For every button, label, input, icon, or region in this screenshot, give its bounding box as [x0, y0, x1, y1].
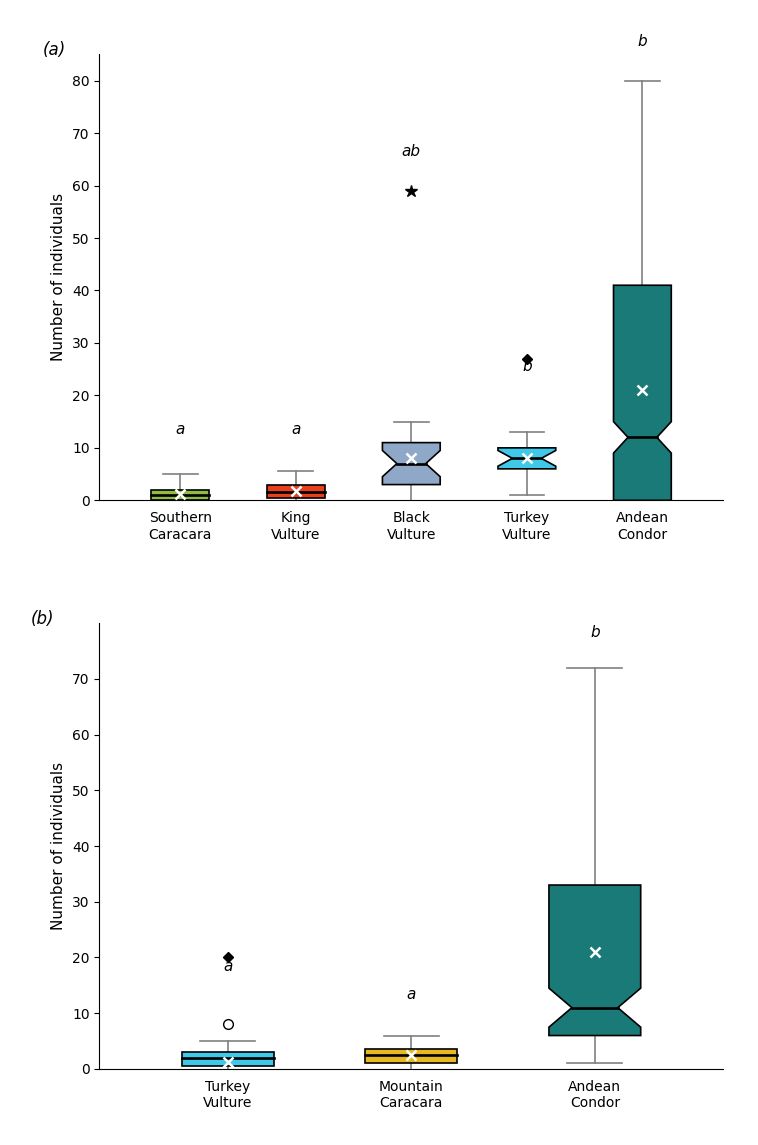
Polygon shape	[498, 448, 556, 468]
Bar	[267, 484, 324, 498]
Polygon shape	[549, 885, 641, 1035]
Text: b: b	[522, 360, 531, 374]
Y-axis label: Number of individuals: Number of individuals	[52, 194, 67, 362]
Text: a: a	[406, 987, 416, 1002]
Bar	[182, 1052, 274, 1066]
Text: b: b	[590, 625, 600, 640]
Text: (a): (a)	[43, 41, 67, 60]
Text: b: b	[637, 34, 647, 49]
Bar	[152, 490, 209, 500]
Text: ab: ab	[402, 144, 421, 159]
Text: a: a	[223, 960, 233, 974]
Text: a: a	[176, 423, 185, 437]
Text: (b): (b)	[31, 610, 55, 627]
Y-axis label: Number of individuals: Number of individuals	[52, 761, 67, 930]
Text: a: a	[291, 423, 300, 437]
Bar	[365, 1050, 457, 1064]
Polygon shape	[383, 443, 440, 484]
Polygon shape	[613, 285, 672, 500]
